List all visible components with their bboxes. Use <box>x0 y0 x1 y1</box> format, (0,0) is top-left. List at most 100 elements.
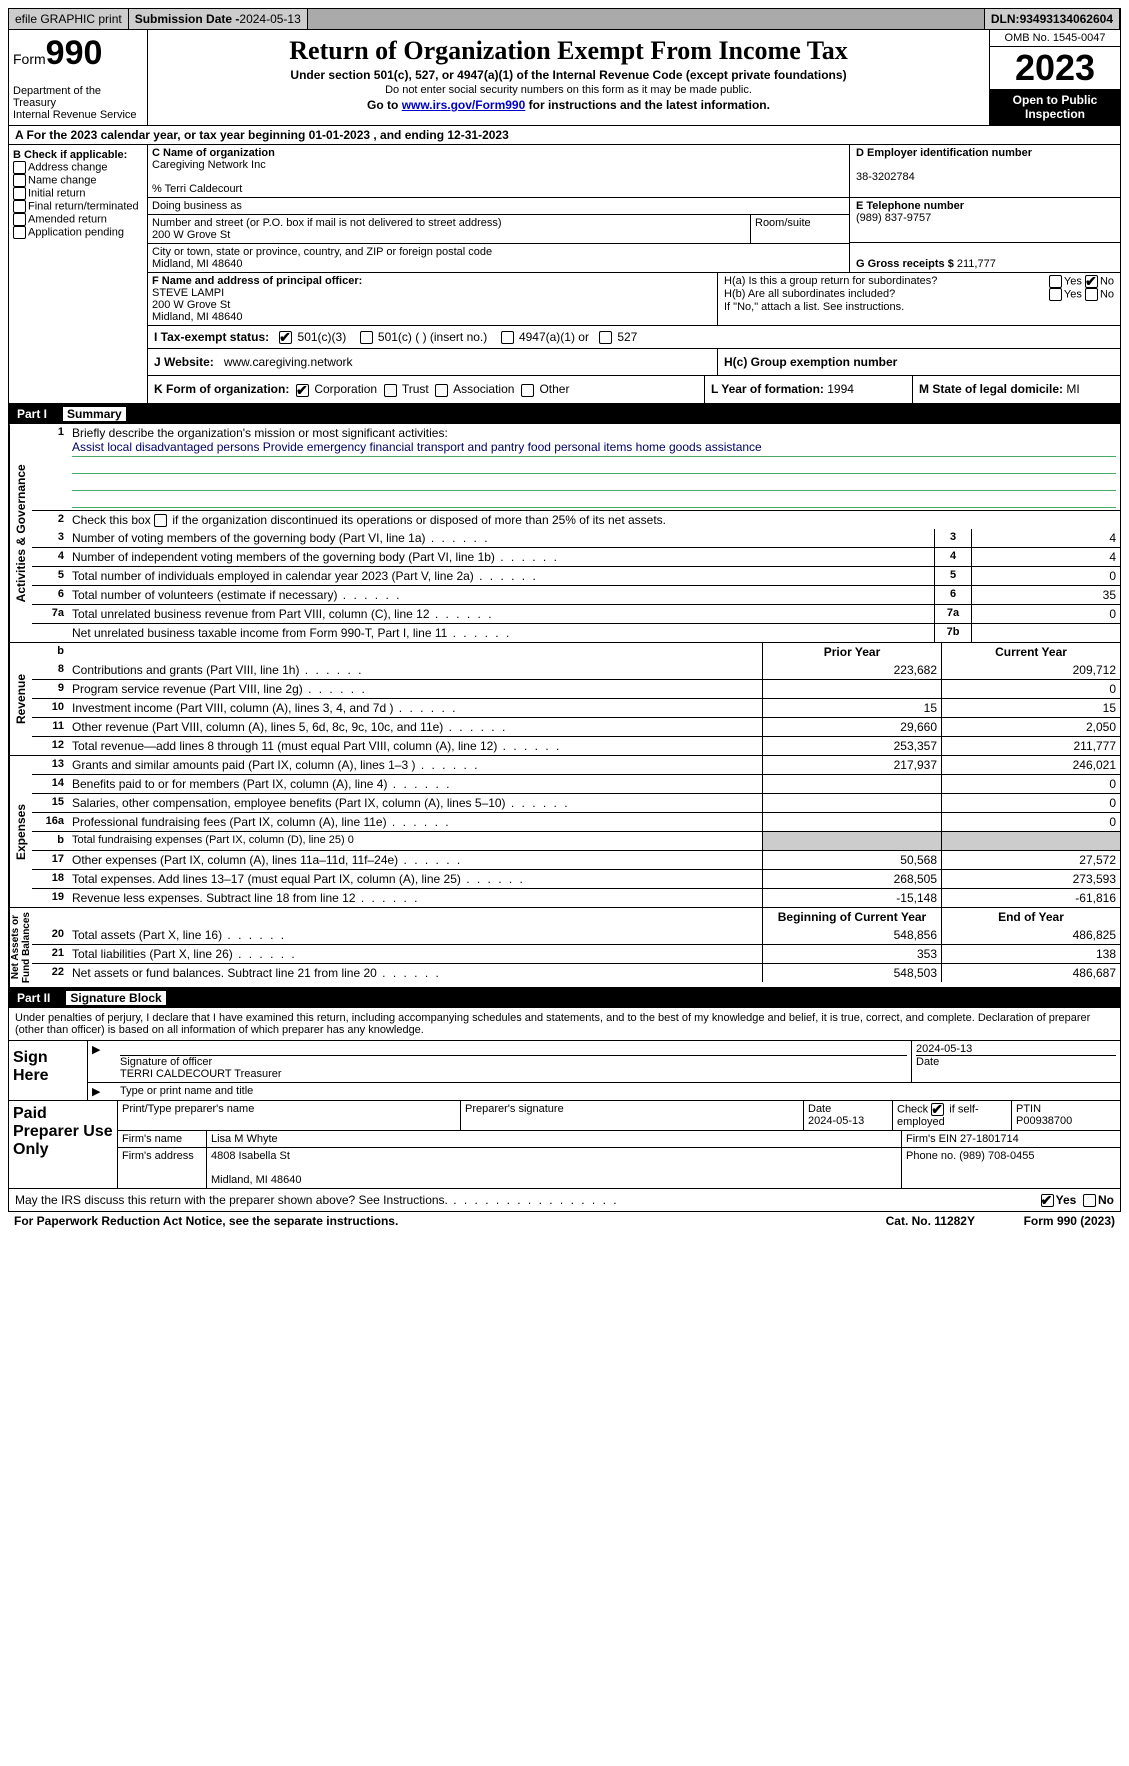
dba-block: Doing business as <box>148 198 849 215</box>
part-2-header: Part II Signature Block <box>8 988 1121 1008</box>
chk-discontinued[interactable] <box>154 514 167 527</box>
summary-row: 16aProfessional fundraising fees (Part I… <box>32 812 1120 831</box>
chk-501c3[interactable] <box>279 331 292 344</box>
box-b-label: B Check if applicable: <box>13 149 143 161</box>
mission-text: Assist local disadvantaged persons Provi… <box>72 440 1116 457</box>
prep-self-employed: Check if self-employed <box>893 1101 1012 1130</box>
form-header: Form990 Department of the Treasury Inter… <box>8 30 1121 126</box>
summary-row: 6Total number of volunteers (estimate if… <box>32 585 1120 604</box>
summary-row: 4Number of independent voting members of… <box>32 547 1120 566</box>
line-2: Check this box if the organization disco… <box>68 511 1120 529</box>
chk-other[interactable] <box>521 384 534 397</box>
type-name-label: Type or print name and title <box>116 1083 1120 1100</box>
box-m: M State of legal domicile: MI <box>913 376 1120 402</box>
city-block: City or town, state or province, country… <box>148 244 849 272</box>
prep-name-hdr: Print/Type preparer's name <box>118 1101 461 1130</box>
summary-row: 14Benefits paid to or for members (Part … <box>32 774 1120 793</box>
box-e: E Telephone number (989) 837-9757 <box>850 198 1120 243</box>
cat-no: Cat. No. 11282Y <box>886 1214 975 1228</box>
hb-yes[interactable]: Yes <box>1049 288 1082 301</box>
irs-link[interactable]: www.irs.gov/Form990 <box>402 98 526 112</box>
hb-no[interactable]: No <box>1085 288 1114 301</box>
chk-self-employed[interactable] <box>931 1103 944 1116</box>
mission-block: Briefly describe the organization's miss… <box>68 424 1120 510</box>
col-begin-year: Beginning of Current Year <box>762 908 941 926</box>
firm-addr-lbl: Firm's address <box>118 1148 207 1188</box>
submission-date: Submission Date - 2024-05-13 <box>129 9 308 29</box>
summary-row: 18Total expenses. Add lines 13–17 (must … <box>32 869 1120 888</box>
box-k: K Form of organization: Corporation Trus… <box>148 376 705 402</box>
street-row: Number and street (or P.O. box if mail i… <box>148 215 849 244</box>
chk-4947[interactable] <box>501 331 514 344</box>
officer-name: STEVE LAMPI <box>152 287 224 299</box>
col-end-year: End of Year <box>941 908 1120 926</box>
chk-address-change[interactable]: Address change <box>13 161 143 174</box>
row-i-tax-status: I Tax-exempt status: 501(c)(3) 501(c) ( … <box>148 325 1120 348</box>
chk-501c[interactable] <box>360 331 373 344</box>
part-1-body: Activities & Governance 1 Briefly descri… <box>8 424 1121 988</box>
chk-initial-return[interactable]: Initial return <box>13 187 143 200</box>
form-title: Return of Organization Exempt From Incom… <box>152 36 985 66</box>
chk-name-change[interactable]: Name change <box>13 174 143 187</box>
ha-no[interactable]: No <box>1085 275 1114 288</box>
efile-button[interactable]: efile GRAPHIC print <box>9 9 129 29</box>
sign-here-label: Sign Here <box>9 1041 88 1100</box>
form-footer: Form 990 (2023) <box>975 1214 1115 1228</box>
subtitle-2: Do not enter social security numbers on … <box>152 84 985 96</box>
summary-row: 19Revenue less expenses. Subtract line 1… <box>32 888 1120 907</box>
summary-row: 21Total liabilities (Part X, line 26)353… <box>32 944 1120 963</box>
summary-row: 11Other revenue (Part VIII, column (A), … <box>32 717 1120 736</box>
summary-row: 8Contributions and grants (Part VIII, li… <box>32 661 1120 679</box>
arrow-icon: ▶ <box>88 1041 116 1082</box>
firm-name: Lisa M Whyte <box>207 1131 902 1147</box>
box-h: H(a) Is this a group return for subordin… <box>718 273 1120 325</box>
vtab-expenses: Expenses <box>9 756 32 907</box>
header-mid: Return of Organization Exempt From Incom… <box>148 30 989 125</box>
perjury-statement: Under penalties of perjury, I declare th… <box>8 1008 1121 1040</box>
chk-corporation[interactable] <box>296 384 309 397</box>
box-f: F Name and address of principal officer:… <box>148 273 718 325</box>
org-name: Caregiving Network Inc <box>152 159 266 171</box>
officer-sig: Signature of officer TERRI CALDECOURT Tr… <box>116 1041 911 1082</box>
chk-association[interactable] <box>435 384 448 397</box>
website: www.caregiving.network <box>224 355 353 369</box>
dept-treasury: Department of the Treasury Internal Reve… <box>13 85 143 121</box>
arrow-icon: ▶ <box>88 1083 116 1100</box>
discuss-no[interactable]: No <box>1083 1193 1114 1207</box>
hb-note: If "No," attach a list. See instructions… <box>724 301 1114 313</box>
header-right: OMB No. 1545-0047 2023 Open to Public In… <box>989 30 1120 125</box>
row-a-tax-year: A For the 2023 calendar year, or tax yea… <box>8 126 1121 145</box>
summary-row: 15Salaries, other compensation, employee… <box>32 793 1120 812</box>
chk-amended-return[interactable]: Amended return <box>13 213 143 226</box>
summary-row: 22Net assets or fund balances. Subtract … <box>32 963 1120 982</box>
firm-address: 4808 Isabella StMidland, MI 48640 <box>207 1148 902 1188</box>
discuss-row: May the IRS discuss this return with the… <box>8 1189 1121 1212</box>
box-l: L Year of formation: 1994 <box>705 376 913 402</box>
vtab-revenue: Revenue <box>9 643 32 755</box>
chk-trust[interactable] <box>384 384 397 397</box>
subtitle-3: Go to www.irs.gov/Form990 for instructio… <box>152 98 985 112</box>
chk-final-return[interactable]: Final return/terminated <box>13 200 143 213</box>
summary-row: 20Total assets (Part X, line 16)548,8564… <box>32 926 1120 944</box>
chk-application-pending[interactable]: Application pending <box>13 226 143 239</box>
subtitle-1: Under section 501(c), 527, or 4947(a)(1)… <box>152 68 985 82</box>
summary-row: bTotal fundraising expenses (Part IX, co… <box>32 831 1120 850</box>
summary-row: 9Program service revenue (Part VIII, lin… <box>32 679 1120 698</box>
entity-info-grid: B Check if applicable: Address change Na… <box>8 145 1121 404</box>
box-d: D Employer identification number 38-3202… <box>850 145 1120 198</box>
sign-here-block: Sign Here ▶ Signature of officer TERRI C… <box>8 1040 1121 1101</box>
chk-527[interactable] <box>599 331 612 344</box>
footer: For Paperwork Reduction Act Notice, see … <box>8 1212 1121 1230</box>
summary-row: 10Investment income (Part VIII, column (… <box>32 698 1120 717</box>
discuss-yes[interactable]: Yes <box>1041 1193 1077 1207</box>
summary-row: Net unrelated business taxable income fr… <box>32 623 1120 642</box>
ha-yes[interactable]: Yes <box>1049 275 1082 288</box>
box-g: G Gross receipts $ 211,777 <box>850 243 1120 272</box>
dln: DLN: 93493134062604 <box>984 9 1120 29</box>
hb-label: H(b) Are all subordinates included? <box>724 288 1049 301</box>
deg-column: D Employer identification number 38-3202… <box>850 145 1120 272</box>
col-current-year: Current Year <box>941 643 1120 661</box>
gross-receipts: 211,777 <box>957 258 996 270</box>
header-left: Form990 Department of the Treasury Inter… <box>9 30 148 125</box>
top-bar: efile GRAPHIC print Submission Date - 20… <box>8 8 1121 30</box>
